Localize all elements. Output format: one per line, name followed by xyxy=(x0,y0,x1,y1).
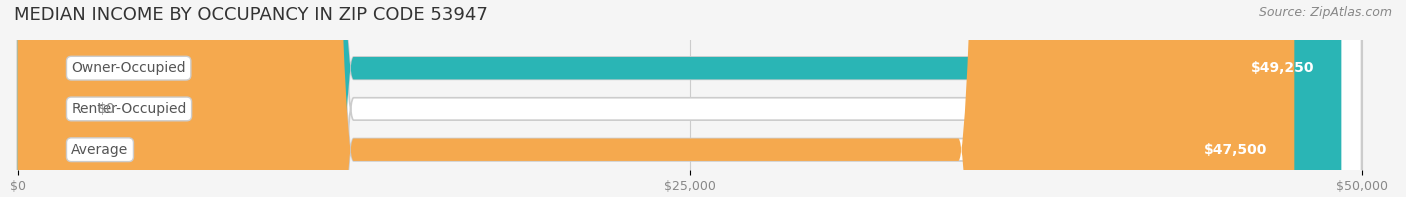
FancyBboxPatch shape xyxy=(18,0,1341,197)
Text: Source: ZipAtlas.com: Source: ZipAtlas.com xyxy=(1258,6,1392,19)
FancyBboxPatch shape xyxy=(18,0,1361,197)
Text: $0: $0 xyxy=(98,102,115,116)
Text: $47,500: $47,500 xyxy=(1204,143,1267,157)
FancyBboxPatch shape xyxy=(18,0,1361,197)
FancyBboxPatch shape xyxy=(18,0,1361,197)
Text: $49,250: $49,250 xyxy=(1251,61,1315,75)
Text: Average: Average xyxy=(72,143,128,157)
Text: Renter-Occupied: Renter-Occupied xyxy=(72,102,187,116)
Text: Owner-Occupied: Owner-Occupied xyxy=(72,61,186,75)
FancyBboxPatch shape xyxy=(18,0,1295,197)
Text: MEDIAN INCOME BY OCCUPANCY IN ZIP CODE 53947: MEDIAN INCOME BY OCCUPANCY IN ZIP CODE 5… xyxy=(14,6,488,24)
